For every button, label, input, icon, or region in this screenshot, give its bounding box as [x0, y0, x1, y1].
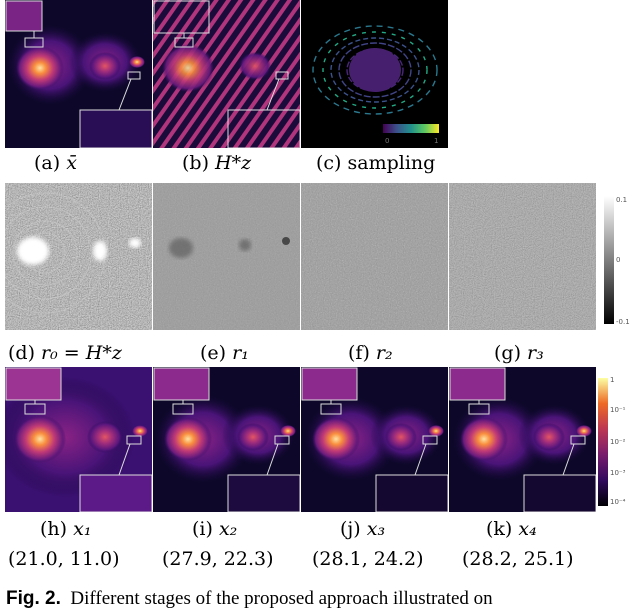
panel-c-sampling: 0 1	[301, 0, 448, 148]
metrics-h: (21.0, 11.0)	[8, 548, 120, 570]
panel-b-dirty-image	[153, 0, 300, 148]
caption-b: (b) H*z	[182, 152, 252, 174]
panel-a-ground-truth	[5, 0, 152, 148]
caption-h: (h) x₁	[40, 518, 92, 540]
sampling-colorbar-max: 1	[434, 137, 438, 145]
panel-f-residual-2	[301, 183, 448, 330]
panel-g-residual-3	[449, 183, 596, 330]
recon-tick-0: 1	[610, 376, 615, 384]
panel-j-iterate-3	[301, 367, 448, 512]
figure-caption-text: Different stages of the proposed approac…	[70, 588, 493, 609]
panel-i-iterate-2	[153, 367, 300, 512]
panel-d-residual-0	[5, 183, 152, 330]
metrics-j: (28.1, 24.2)	[312, 548, 424, 570]
residual-tick-mid: 0	[616, 256, 621, 264]
panel-e-residual-1	[153, 183, 300, 330]
caption-g: (g) r₃	[494, 342, 544, 364]
metrics-i: (27.9, 22.3)	[162, 548, 274, 570]
recon-tick-4: 10⁻⁴	[610, 498, 626, 506]
caption-i: (i) x₂	[192, 518, 238, 540]
metrics-k: (28.2, 25.1)	[462, 548, 574, 570]
figure-label: Fig. 2.	[6, 588, 61, 609]
recon-tick-3: 10⁻³	[610, 469, 626, 477]
caption-e: (e) r₁	[200, 342, 249, 364]
residual-tick-top: 0.1	[616, 196, 628, 204]
residual-tick-bottom: -0.1	[616, 318, 630, 326]
figure-caption: Fig. 2. Different stages of the proposed…	[6, 588, 493, 610]
recon-tick-2: 10⁻²	[610, 438, 626, 446]
sampling-colorbar-min: 0	[385, 137, 389, 145]
caption-d: (d) r₀ = H*z	[8, 342, 122, 364]
recon-tick-1: 10⁻¹	[610, 406, 626, 414]
panel-h-iterate-1	[5, 367, 152, 512]
caption-f: (f) r₂	[348, 342, 393, 364]
residual-colorbar	[604, 196, 614, 328]
caption-a: (a) x̄	[34, 152, 77, 174]
caption-c: (c) sampling	[316, 152, 436, 174]
reconstruction-colorbar	[598, 378, 608, 510]
caption-j: (j) x₃	[340, 518, 386, 540]
caption-k: (k) x₄	[486, 518, 537, 540]
panel-k-iterate-4	[449, 367, 596, 512]
